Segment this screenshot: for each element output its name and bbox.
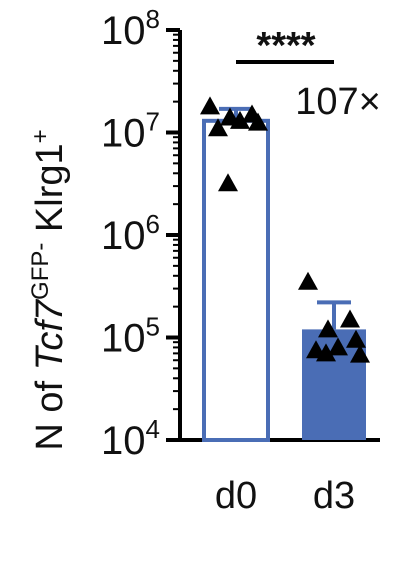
bar-d0 — [202, 118, 270, 443]
y-axis-label-suffix: Klrg1 — [29, 143, 71, 242]
y-axis-label-gene: Tcf7 — [29, 298, 71, 370]
data-point — [318, 319, 338, 338]
y-axis-label-prefix: N of — [29, 370, 71, 450]
data-point — [248, 112, 268, 131]
y-axis: 104 105 106 107 108 — [101, 4, 380, 463]
data-point — [208, 118, 228, 137]
data-point — [200, 96, 220, 115]
data-point — [328, 337, 348, 356]
y-axis-label-suffix-sup: + — [27, 129, 54, 143]
y-tick-label: 107 — [101, 107, 160, 156]
y-axis-label-gene-sup: GFP- — [27, 243, 54, 300]
data-point — [316, 343, 336, 362]
y-tick-label: 105 — [101, 312, 160, 361]
fold-change-label: 107× — [295, 81, 381, 123]
data-point — [298, 271, 318, 290]
data-point — [230, 110, 250, 129]
data-point — [350, 344, 370, 363]
y-axis-label: N of Tcf7GFP- Klrg1+ — [27, 129, 71, 450]
significance-label: **** — [256, 25, 315, 67]
data-point — [346, 329, 366, 348]
x-tick-label-d0: d0 — [215, 475, 257, 517]
x-axis: d0 d3 — [215, 475, 355, 517]
data-point — [340, 309, 360, 328]
y-tick-label: 108 — [101, 4, 160, 53]
y-tick-label: 106 — [101, 209, 160, 258]
data-points — [200, 96, 370, 363]
bars — [202, 118, 366, 443]
y-tick-label: 104 — [101, 414, 160, 463]
data-point — [218, 173, 238, 192]
x-tick-label-d3: d3 — [313, 475, 355, 517]
